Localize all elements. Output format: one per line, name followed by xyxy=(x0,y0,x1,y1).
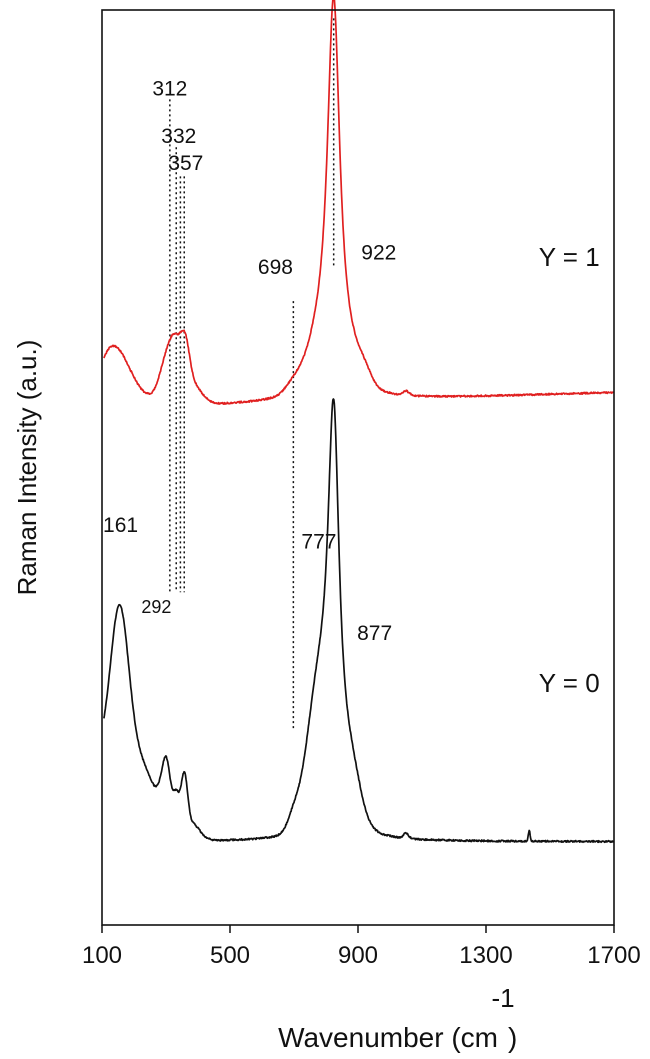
peak-label: 877 xyxy=(357,622,392,645)
x-tick-label: 1300 xyxy=(459,942,512,969)
x-axis-label-superscript: -1 xyxy=(491,983,514,1013)
x-tick-label: 900 xyxy=(338,942,378,969)
series-layer xyxy=(103,0,615,844)
peak-label: 357 xyxy=(168,152,203,175)
x-axis-label-close: ) xyxy=(508,1022,517,1053)
peak-label: 332 xyxy=(161,125,196,148)
y-axis-label: Raman Intensity (a.u.) xyxy=(12,340,42,596)
peak-label: 161 xyxy=(103,514,138,537)
peak-guides xyxy=(169,18,335,730)
peak-label: 312 xyxy=(152,77,187,100)
x-tick-label: 1700 xyxy=(587,942,640,969)
x-tick-label: 100 xyxy=(82,942,122,969)
series-line-y0 xyxy=(103,398,615,844)
peak-label: 698 xyxy=(258,256,293,279)
x-axis-label: Wavenumber (cm xyxy=(278,1022,498,1053)
peak-label: 777 xyxy=(301,531,336,554)
series-label: Y = 0 xyxy=(539,668,600,698)
series-label: Y = 1 xyxy=(539,242,600,272)
x-axis-ticks: 100 500 900 1300 1700 xyxy=(82,925,641,969)
peak-label: 292 xyxy=(141,597,171,617)
x-tick-label: 500 xyxy=(210,942,250,969)
peak-label: 922 xyxy=(361,242,396,265)
series-line-y1 xyxy=(103,0,615,406)
